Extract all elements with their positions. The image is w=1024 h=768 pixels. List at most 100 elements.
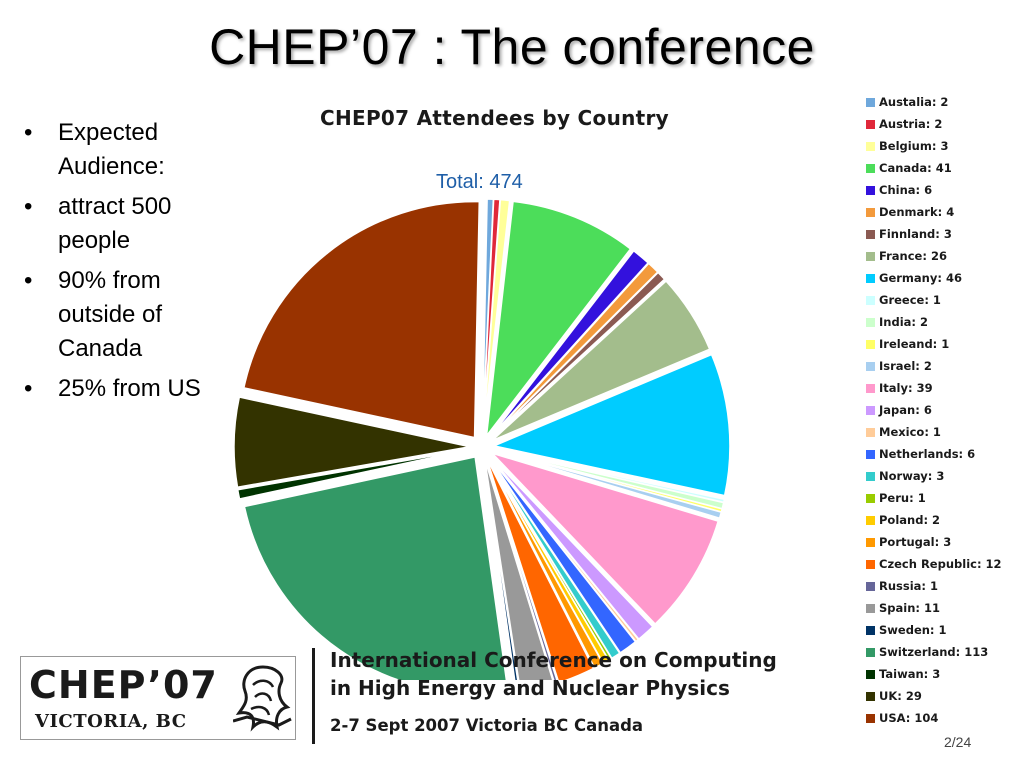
chart-legend: Austalia: 2 Austria: 2 Belgium: 3 Canada: 4… (866, 91, 1002, 729)
legend-label: Taiwan: 3 (879, 667, 941, 681)
footer-divider (312, 648, 315, 744)
legend-label: Canada: 41 (879, 161, 952, 175)
legend-label: Norway: 3 (879, 469, 945, 483)
legend-label: Denmark: 4 (879, 205, 955, 219)
legend-swatch (866, 537, 875, 547)
pie-slice-7 (491, 279, 711, 442)
legend-item-8: Germany: 46 (866, 267, 1002, 289)
logo-text: CHEP’07 (29, 663, 218, 707)
legend-swatch (866, 163, 875, 173)
legend-swatch (866, 229, 875, 239)
legend-item-26: Taiwan: 3 (866, 663, 1002, 685)
page-number: 2/24 (944, 734, 972, 750)
bullet-item: • 25% from US (18, 372, 238, 406)
legend-item-23: Spain: 11 (866, 597, 1002, 619)
conference-name-line1: International Conference on Computing (330, 648, 777, 672)
pie-slice-25 (243, 455, 508, 680)
pie-slice-8 (491, 353, 731, 497)
legend-item-2: Belgium: 3 (866, 135, 1002, 157)
legend-item-5: Denmark: 4 (866, 201, 1002, 223)
legend-item-16: Netherlands: 6 (866, 443, 1002, 465)
logo-subtext: VICTORIA, BC (35, 711, 187, 732)
legend-label: Finnland: 3 (879, 227, 952, 241)
legend-label: China: 6 (879, 183, 933, 197)
bullet-dot: • (24, 375, 33, 402)
legend-label: Czech Republic: 12 (879, 557, 1002, 571)
bullet-item: • Expected Audience: (18, 116, 238, 184)
legend-item-0: Austalia: 2 (866, 91, 1002, 113)
legend-swatch (866, 471, 875, 481)
legend-label: India: 2 (879, 315, 929, 329)
legend-item-21: Czech Republic: 12 (866, 553, 1002, 575)
legend-label: Netherlands: 6 (879, 447, 976, 461)
legend-item-9: Greece: 1 (866, 289, 1002, 311)
pie-slice-4 (489, 249, 650, 439)
legend-label: Mexico: 1 (879, 425, 941, 439)
legend-item-19: Poland: 2 (866, 509, 1002, 531)
legend-swatch (866, 273, 875, 283)
bullet-text: 25% from US (58, 375, 201, 402)
legend-item-28: USA: 104 (866, 707, 1002, 729)
legend-label: Poland: 2 (879, 513, 941, 527)
legend-label: Israel: 2 (879, 359, 932, 373)
conference-name-line2: in High Energy and Nuclear Physics (330, 676, 730, 700)
legend-label: Austria: 2 (879, 117, 943, 131)
legend-item-17: Norway: 3 (866, 465, 1002, 487)
dragon-emblem-icon (233, 665, 292, 732)
legend-label: Spain: 11 (879, 601, 941, 615)
legend-item-15: Mexico: 1 (866, 421, 1002, 443)
pie-slice-2 (482, 198, 511, 436)
legend-swatch (866, 427, 875, 437)
legend-swatch (866, 383, 875, 393)
bullet-dot: • (24, 193, 33, 220)
legend-item-14: Japan: 6 (866, 399, 1002, 421)
legend-swatch (866, 295, 875, 305)
legend-swatch (866, 515, 875, 525)
legend-label: Ireleand: 1 (879, 337, 950, 351)
legend-label: Portugal: 3 (879, 535, 952, 549)
chart-total-annotation: Total: 474 (436, 171, 523, 193)
pie-slice-12 (493, 449, 723, 520)
bullet-text: Expected Audience: (58, 119, 165, 180)
legend-label: Russia: 1 (879, 579, 939, 593)
conference-dates: 2-7 Sept 2007 Victoria BC Canada (330, 716, 644, 735)
pie-slice-24 (482, 458, 519, 680)
legend-item-24: Sweden: 1 (866, 619, 1002, 641)
legend-item-13: Italy: 39 (866, 377, 1002, 399)
legend-swatch (866, 119, 875, 129)
legend-item-3: Canada: 41 (866, 157, 1002, 179)
bullet-list: • Expected Audience: • attract 500 people … (18, 116, 238, 412)
legend-swatch (866, 603, 875, 613)
bullet-dot: • (24, 119, 33, 146)
legend-swatch (866, 691, 875, 701)
legend-swatch (866, 449, 875, 459)
legend-swatch (866, 97, 875, 107)
legend-swatch (866, 141, 875, 151)
bullet-text: attract 500 people (58, 193, 172, 254)
bullet-text: 90% from outside of Canada (58, 267, 163, 362)
legend-item-1: Austria: 2 (866, 113, 1002, 135)
legend-label: Belgium: 3 (879, 139, 949, 153)
pie-slice-20 (486, 457, 604, 669)
chart-title: CHEP07 Attendees by Country (320, 106, 670, 130)
pie-slice-23 (483, 458, 554, 680)
pie-slice-3 (485, 200, 632, 439)
pie-slice-6 (490, 271, 666, 440)
legend-swatch (866, 207, 875, 217)
pie-slice-27 (233, 396, 471, 489)
pie-chart (233, 198, 731, 680)
legend-item-11: Ireleand: 1 (866, 333, 1002, 355)
pie-slice-26 (236, 448, 471, 500)
legend-item-12: Israel: 2 (866, 355, 1002, 377)
pie-slice-22 (484, 458, 558, 680)
legend-label: Italy: 39 (879, 381, 933, 395)
legend-swatch (866, 493, 875, 503)
legend-label: Germany: 46 (879, 271, 962, 285)
legend-label: Peru: 1 (879, 491, 926, 505)
bullet-dot: • (24, 267, 33, 294)
slide-title: CHEP’07 : The conference (209, 19, 815, 75)
pie-slice-13 (489, 451, 720, 626)
bullet-item: • 90% from outside of Canada (18, 264, 238, 366)
legend-item-20: Portugal: 3 (866, 531, 1002, 553)
legend-swatch (866, 647, 875, 657)
